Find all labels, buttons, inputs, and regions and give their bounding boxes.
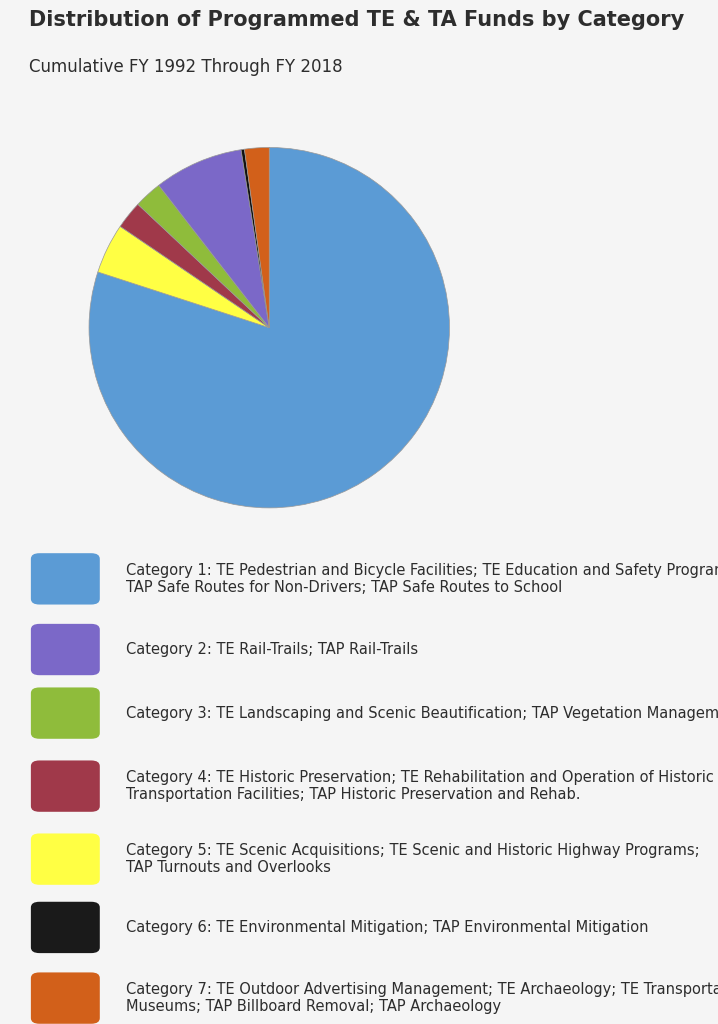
FancyBboxPatch shape	[31, 761, 100, 812]
Wedge shape	[244, 147, 269, 328]
Text: Category 7: TE Outdoor Advertising Management; TE Archaeology; TE Transportation: Category 7: TE Outdoor Advertising Manag…	[126, 982, 718, 1015]
FancyBboxPatch shape	[31, 624, 100, 675]
Wedge shape	[241, 150, 269, 328]
Wedge shape	[159, 150, 269, 328]
Text: Category 2: TE Rail-Trails; TAP Rail-Trails: Category 2: TE Rail-Trails; TAP Rail-Tra…	[126, 642, 418, 657]
FancyBboxPatch shape	[31, 902, 100, 953]
Text: Category 1: TE Pedestrian and Bicycle Facilities; TE Education and Safety Progra: Category 1: TE Pedestrian and Bicycle Fa…	[126, 562, 718, 595]
Wedge shape	[120, 205, 269, 328]
Text: Category 6: TE Environmental Mitigation; TAP Environmental Mitigation: Category 6: TE Environmental Mitigation;…	[126, 920, 648, 935]
Text: Category 3: TE Landscaping and Scenic Beautification; TAP Vegetation Management: Category 3: TE Landscaping and Scenic Be…	[126, 706, 718, 721]
FancyBboxPatch shape	[31, 687, 100, 738]
Text: Distribution of Programmed TE & TA Funds by Category: Distribution of Programmed TE & TA Funds…	[29, 10, 684, 31]
FancyBboxPatch shape	[31, 834, 100, 885]
FancyBboxPatch shape	[31, 553, 100, 604]
Text: Cumulative FY 1992 Through FY 2018: Cumulative FY 1992 Through FY 2018	[29, 57, 342, 76]
Wedge shape	[89, 147, 449, 508]
Text: Category 5: TE Scenic Acquisitions; TE Scenic and Historic Highway Programs;
TAP: Category 5: TE Scenic Acquisitions; TE S…	[126, 843, 699, 876]
Wedge shape	[138, 185, 269, 328]
FancyBboxPatch shape	[31, 973, 100, 1024]
Text: Category 4: TE Historic Preservation; TE Rehabilitation and Operation of Histori: Category 4: TE Historic Preservation; TE…	[126, 770, 714, 803]
Wedge shape	[98, 226, 269, 328]
